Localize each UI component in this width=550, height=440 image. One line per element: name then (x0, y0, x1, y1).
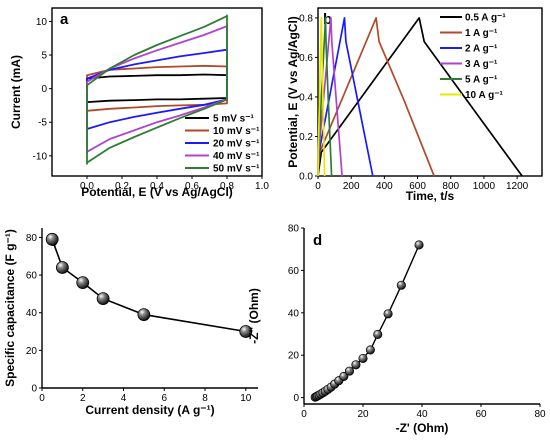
panel-label-a: a (60, 11, 69, 28)
y-tick-label: 0.2 (299, 132, 313, 143)
x-axis-label: -Z' (Ohm) (396, 421, 449, 435)
legend-entry: 10 A g⁻¹ (465, 90, 504, 101)
nyquist-point (396, 280, 406, 290)
legend-entry: 50 mV s⁻¹ (213, 164, 260, 175)
y-tick-label: 0 (41, 84, 47, 95)
x-tick-label: 0 (301, 409, 307, 420)
panel-a-axes: 0.0 0.2 0.4 0.6 0.8 1.0 -10 -5 0 5 10 Potential, E … (9, 7, 269, 199)
nyquist-line (314, 244, 420, 398)
y-axis-label: Current (mA) (9, 55, 23, 129)
y-tick-label: 0 (31, 384, 37, 395)
gcd-curve (317, 17, 523, 177)
x-tick-label: 0 (315, 181, 321, 192)
x-tick-label: 1.0 (255, 181, 269, 192)
x-tick-label: 0.0 (80, 181, 94, 192)
legend-entry: 0.5 A g⁻¹ (465, 13, 506, 24)
x-tick-label: 80 (534, 409, 546, 420)
y-tick-label: 20 (26, 346, 38, 357)
legend-b: 0.5 A g⁻¹ 1 A g⁻¹ 2 A g⁻¹ 3 A g⁻¹ 5 A g⁻¹ 10 … (440, 13, 506, 101)
y-tick-label: 5 (41, 51, 47, 62)
y-tick-label: 20 (288, 351, 300, 362)
y-tick-label: 60 (26, 271, 38, 282)
legend-entry: 3 A g⁻¹ (465, 59, 498, 70)
y-tick-label: 40 (26, 308, 38, 319)
x-tick-label: 1000 (473, 181, 496, 192)
capacitance-point (45, 232, 59, 246)
nyquist-point (344, 366, 354, 376)
legend-entry: 5 A g⁻¹ (465, 75, 498, 86)
panel-label-d: d (313, 232, 322, 249)
y-tick-label: -10 (33, 151, 48, 162)
y-tick-label: 0.6 (299, 53, 313, 64)
cv-loop (86, 14, 228, 165)
x-tick-label: 4 (121, 393, 127, 404)
panel-c-axes: 0 2 4 6 8 10 0 20 40 60 80 Current density (A g⁻¹) S… (3, 228, 258, 417)
x-axis-label: Potential, E (V vs Ag/AgCl) (81, 185, 233, 199)
nyquist-point (365, 345, 375, 355)
panel-d-axes: 0 20 40 60 80 0 20 40 60 80 -Z' (Ohm) -Z" (Ohm) d (247, 224, 546, 436)
cv-curves (86, 14, 228, 165)
y-tick-label: 0.8 (299, 13, 313, 24)
legend-entry: 10 mV s⁻¹ (213, 126, 260, 137)
x-tick-label: 0.8 (220, 181, 234, 192)
y-tick-label: 10 (36, 17, 48, 28)
nyquist-point (414, 240, 424, 250)
y-axis-label: -Z" (Ohm) (247, 288, 261, 344)
legend-entry: 5 mV s⁻¹ (213, 114, 255, 125)
capacitance-point (76, 276, 90, 289)
x-tick-label: 0.6 (185, 181, 199, 192)
x-tick-label: 0 (39, 393, 45, 404)
legend-entry: 1 A g⁻¹ (465, 28, 498, 39)
legend-entry: 20 mV s⁻¹ (213, 139, 260, 150)
cv-loop (86, 64, 228, 116)
y-tick-label: 60 (288, 266, 300, 277)
y-tick-label: 80 (288, 224, 300, 235)
x-tick-label: 800 (442, 181, 459, 192)
y-tick-label: 40 (288, 308, 300, 319)
x-tick-label: 20 (357, 409, 369, 420)
x-tick-label: 60 (475, 409, 487, 420)
y-axis-label: Specific capacitance (F g⁻¹) (3, 229, 17, 387)
y-tick-label: 80 (26, 233, 38, 244)
gcd-curve (317, 17, 326, 177)
legend-a: 5 mV s⁻¹10 mV s⁻¹ 20 mV s⁻¹40 mV s⁻¹ 50 mV… (185, 114, 260, 175)
x-tick-label: 10 (240, 393, 252, 404)
x-tick-label: 8 (202, 393, 208, 404)
x-tick-label: 400 (376, 181, 393, 192)
x-tick-label: 6 (161, 393, 167, 404)
y-tick-label: -5 (38, 118, 47, 129)
x-tick-label: 600 (409, 181, 426, 192)
y-axis-label: Potential, E (V vs Ag/AgCl) (286, 16, 300, 168)
x-tick-label: 40 (416, 409, 428, 420)
capacitance-series (45, 232, 253, 338)
capacitance-point (96, 292, 110, 305)
legend-entry: 40 mV s⁻¹ (213, 151, 260, 162)
x-axis-label: Time, t/s (406, 189, 455, 203)
legend-entry: 2 A g⁻¹ (465, 44, 498, 55)
y-tick-label: 0.0 (299, 172, 313, 183)
x-tick-label: 0.4 (150, 181, 164, 192)
y-tick-label: 0.4 (299, 92, 313, 103)
nyquist-point (339, 371, 349, 381)
nyquist-point (373, 329, 383, 339)
nyquist-point (383, 309, 393, 319)
panel-label-b: b (323, 11, 332, 28)
panel-b-axes: 0 200 400 600 800 1000 1200 0.0 0.2 0.4 0.6 0.8 Time… (286, 7, 543, 203)
x-tick-label: 0.2 (115, 181, 129, 192)
nyquist-series (310, 240, 424, 402)
y-tick-label: 0 (293, 393, 299, 404)
capacitance-point (137, 308, 151, 321)
capacitance-point (239, 325, 253, 338)
x-tick-label: 1200 (506, 181, 529, 192)
nyquist-point (351, 360, 361, 370)
panel-b-frame (317, 7, 543, 177)
capacitance-point (55, 261, 69, 274)
x-tick-label: 2 (80, 393, 86, 404)
cv-loop (86, 73, 228, 107)
gcd-curves (317, 17, 523, 177)
nyquist-point (358, 353, 368, 363)
x-axis-label: Current density (A g⁻¹) (85, 403, 214, 417)
x-tick-label: 200 (343, 181, 360, 192)
